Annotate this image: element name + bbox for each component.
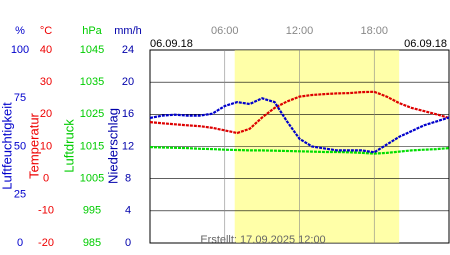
axis-title: Luftdruck xyxy=(61,119,76,173)
axis-title: Luftfeuchtigkeit xyxy=(0,102,14,190)
y-tick-label: 1015 xyxy=(80,140,104,152)
x-tick-label: 06:00 xyxy=(211,25,239,37)
y-tick-label: 1045 xyxy=(80,44,104,56)
series-line xyxy=(149,97,450,154)
y-tick-label: 12 xyxy=(122,140,134,152)
y-tick-label: 40 xyxy=(40,44,52,56)
date-right: 06.09.18 xyxy=(404,38,447,50)
y-tick-label: 985 xyxy=(83,237,101,249)
y-tick-label: 75 xyxy=(14,92,26,104)
y-tick-label: 4 xyxy=(125,205,131,217)
y-tick-label: 10 xyxy=(40,140,52,152)
y-tick-label: 0 xyxy=(43,173,49,185)
y-tick-label: 20 xyxy=(40,108,52,120)
axis-unit: hPa xyxy=(82,25,102,37)
y-tick-label: 24 xyxy=(122,44,134,56)
y-tick-label: 16 xyxy=(122,108,134,120)
series-line xyxy=(149,90,450,135)
axis-unit: °C xyxy=(40,25,52,37)
y-tick-label: 1005 xyxy=(80,173,104,185)
y-tick-label: 8 xyxy=(125,173,131,185)
axis-unit: mm/h xyxy=(114,25,142,37)
y-tick-label: 1035 xyxy=(80,76,104,88)
x-tick-label: 18:00 xyxy=(360,25,388,37)
y-tick-label: -10 xyxy=(38,205,54,217)
y-tick-label: -20 xyxy=(38,237,54,249)
axis-title: Niederschlag xyxy=(105,108,120,184)
y-tick-label: 100 xyxy=(11,44,29,56)
y-tick-label: 0 xyxy=(17,237,23,249)
date-left: 06.09.18 xyxy=(150,38,193,50)
series-line xyxy=(149,146,450,155)
y-tick-label: 1025 xyxy=(80,108,104,120)
axis-title: Temperatur xyxy=(26,112,41,178)
y-tick-label: 20 xyxy=(122,76,134,88)
y-tick-label: 30 xyxy=(40,76,52,88)
y-tick-label: 25 xyxy=(14,189,26,201)
footer: Erstellt: 17.09.2025 12:00 xyxy=(200,234,325,246)
x-tick-label: 12:00 xyxy=(286,25,314,37)
y-tick-label: 50 xyxy=(14,140,26,152)
y-tick-label: 995 xyxy=(83,205,101,217)
axis-unit: % xyxy=(15,25,25,37)
y-tick-label: 0 xyxy=(125,237,131,249)
